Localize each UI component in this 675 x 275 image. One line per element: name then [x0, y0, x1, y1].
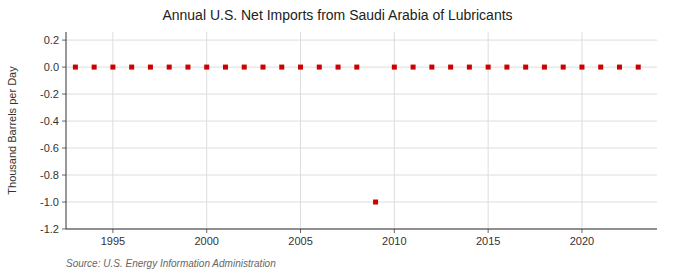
- point: [411, 65, 416, 70]
- grid-line: [66, 121, 657, 122]
- tick-label: -0.2: [40, 88, 59, 100]
- tick-label: -0.4: [40, 115, 59, 127]
- tick-label: 2005: [288, 235, 312, 247]
- point: [429, 65, 434, 70]
- point: [617, 65, 622, 70]
- points: [73, 65, 641, 205]
- tick: [62, 229, 66, 230]
- point: [392, 65, 397, 70]
- tick: [62, 40, 66, 41]
- tick: [62, 148, 66, 149]
- point: [448, 65, 453, 70]
- point: [223, 65, 228, 70]
- source: Source: U.S. Energy Information Administ…: [66, 258, 276, 269]
- tick-label: 1995: [101, 235, 125, 247]
- tick-label: 0.0: [44, 61, 59, 73]
- grid-line: [66, 175, 657, 176]
- point: [504, 65, 509, 70]
- grid: [66, 32, 657, 229]
- tick-label: -1.2: [40, 223, 59, 235]
- tick: [300, 229, 301, 233]
- grid-line: [581, 32, 582, 229]
- tick-label: -0.6: [40, 142, 59, 154]
- y-axis-line: [66, 32, 67, 229]
- point: [467, 65, 472, 70]
- tick-label: 2000: [194, 235, 218, 247]
- grid-line: [66, 202, 657, 203]
- point: [579, 65, 584, 70]
- point: [261, 65, 266, 70]
- grid-line: [394, 32, 395, 229]
- tick: [62, 94, 66, 95]
- title: Annual U.S. Net Imports from Saudi Arabi…: [162, 7, 512, 23]
- point: [242, 65, 247, 70]
- tick: [62, 67, 66, 68]
- tick: [488, 229, 489, 233]
- point: [92, 65, 97, 70]
- grid-line: [488, 32, 489, 229]
- tick-label: 2010: [382, 235, 406, 247]
- tick-label: 2015: [476, 235, 500, 247]
- point: [298, 65, 303, 70]
- point: [185, 65, 190, 70]
- tick: [112, 229, 113, 233]
- tick-label: -0.8: [40, 169, 59, 181]
- point: [373, 200, 378, 205]
- chart: Annual U.S. Net Imports from Saudi Arabi…: [0, 0, 675, 275]
- point: [167, 65, 172, 70]
- point: [598, 65, 603, 70]
- tick: [62, 175, 66, 176]
- grid-line: [66, 67, 657, 68]
- axes: 0.2 0.0 -0.2 -0.4 -0.6 -0.8 -1.0 -1.2 1995 2000 20…: [40, 32, 657, 247]
- point: [204, 65, 209, 70]
- axis-label: Thousand Barrels per Day: [6, 66, 18, 195]
- point: [148, 65, 153, 70]
- tick-label: 0.2: [44, 34, 59, 46]
- x-axis-line: [66, 229, 657, 230]
- point: [317, 65, 322, 70]
- tick: [62, 121, 66, 122]
- point: [354, 65, 359, 70]
- tick: [62, 202, 66, 203]
- point: [636, 65, 641, 70]
- grid-line: [66, 229, 657, 230]
- point: [73, 65, 78, 70]
- tick: [581, 229, 582, 233]
- grid-line: [66, 148, 657, 149]
- point: [279, 65, 284, 70]
- grid-line: [66, 40, 657, 41]
- point: [542, 65, 547, 70]
- tick-label: 2020: [570, 235, 594, 247]
- grid-line: [112, 32, 113, 229]
- point: [561, 65, 566, 70]
- point: [486, 65, 491, 70]
- point: [336, 65, 341, 70]
- grid-line: [66, 94, 657, 95]
- tick: [206, 229, 207, 233]
- grid-line: [206, 32, 207, 229]
- point: [129, 65, 134, 70]
- point: [523, 65, 528, 70]
- tick: [394, 229, 395, 233]
- point: [110, 65, 115, 70]
- grid-line: [300, 32, 301, 229]
- tick-label: -1.0: [40, 196, 59, 208]
